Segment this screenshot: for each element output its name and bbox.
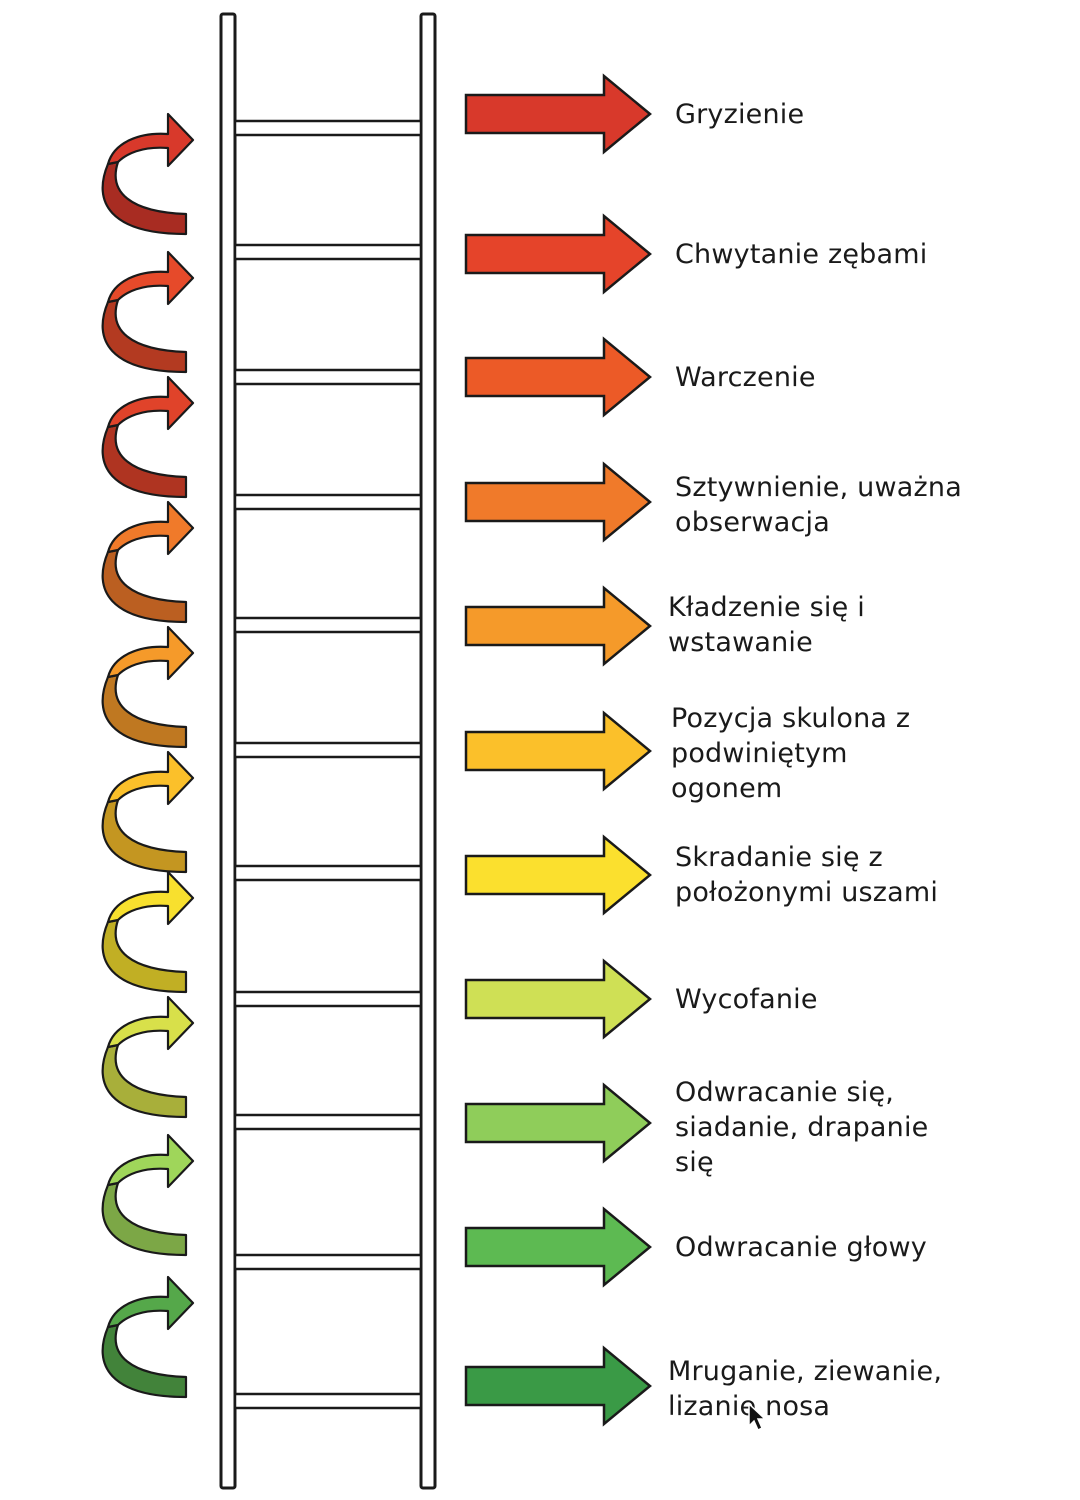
step-label-line: podwiniętym — [671, 738, 848, 769]
step-label: Skradanie się z położonymi uszami — [675, 840, 1075, 910]
step-arrow — [464, 213, 652, 295]
step-arrow — [464, 585, 652, 667]
ladder-rung — [233, 741, 423, 759]
ladder-rung — [233, 1392, 423, 1410]
curl-arrow-icon — [101, 500, 195, 624]
step-label-line: Chwytanie zębami — [675, 239, 928, 270]
step-arrow — [464, 710, 652, 792]
step-label-line: Skradanie się z — [675, 842, 883, 873]
step-label-line: Kładzenie się i — [668, 592, 865, 623]
ladder-rung — [233, 119, 423, 137]
curl-arrow-icon — [101, 375, 195, 499]
curl-arrow-icon — [101, 1133, 195, 1257]
step-label-line: ogonem — [671, 773, 783, 804]
curl-arrow-icon — [101, 1275, 195, 1399]
step-arrow — [464, 336, 652, 418]
step-label-line: Odwracanie się, — [675, 1077, 895, 1108]
step-label-line: wstawanie — [668, 627, 813, 658]
step-label: Wycofanie — [675, 982, 1075, 1017]
step-arrow — [464, 1082, 652, 1164]
ladder-rung — [233, 1253, 423, 1271]
ladder-rail-right — [419, 12, 437, 1490]
step-arrow — [464, 73, 652, 155]
mouse-cursor-icon — [748, 1402, 767, 1432]
ladder-rung — [233, 243, 423, 261]
curl-arrow-icon — [101, 870, 195, 994]
step-label: Odwracanie głowy — [675, 1230, 1075, 1265]
step-label-line: obserwacja — [675, 507, 830, 538]
ladder-rail-left — [219, 12, 237, 1490]
step-label-line: Wycofanie — [675, 984, 818, 1015]
ladder-rung — [233, 493, 423, 511]
curl-arrows — [101, 112, 195, 1399]
step-label-line: Odwracanie głowy — [675, 1232, 927, 1263]
curl-arrow-icon — [101, 995, 195, 1119]
step-label-line: położonymi uszami — [675, 877, 939, 908]
step-label-line: Pozycja skulona z — [671, 703, 911, 734]
step-label-line: lizanie nosa — [668, 1391, 831, 1422]
step-label: Gryzienie — [675, 97, 1075, 132]
curl-arrow-icon — [101, 250, 195, 374]
ladder-rung — [233, 368, 423, 386]
curl-arrow-icon — [101, 750, 195, 874]
ladder-rung — [233, 990, 423, 1008]
step-label-line: Gryzienie — [675, 99, 805, 130]
step-label: Pozycja skulona z podwiniętym ogonem — [671, 701, 1071, 806]
curl-arrow-icon — [101, 112, 195, 236]
step-label: Warczenie — [675, 360, 1075, 395]
ladder-rung — [233, 616, 423, 634]
ladder-rung — [233, 864, 423, 882]
step-arrow — [464, 1345, 652, 1427]
step-arrow — [464, 461, 652, 543]
step-label-line: Warczenie — [675, 362, 816, 393]
step-label: Kładzenie się i wstawanie — [668, 590, 1068, 660]
step-label: Mruganie, ziewanie, lizanie nosa — [668, 1354, 1068, 1424]
step-label: Chwytanie zębami — [675, 237, 1075, 272]
step-label-line: siadanie, drapanie — [675, 1112, 929, 1143]
step-label: Sztywnienie, uważna obserwacja — [675, 470, 1075, 540]
step-label-line: Sztywnienie, uważna — [675, 472, 962, 503]
curl-arrow-icon — [101, 625, 195, 749]
step-arrow — [464, 1206, 652, 1288]
step-arrow — [464, 834, 652, 916]
step-arrows — [464, 73, 652, 1427]
step-label-line: się — [675, 1147, 714, 1178]
step-label: Odwracanie się, siadanie, drapanie się — [675, 1075, 1075, 1180]
step-label-line: Mruganie, ziewanie, — [668, 1356, 943, 1387]
ladder — [219, 12, 437, 1490]
step-arrow — [464, 958, 652, 1040]
ladder-rung — [233, 1113, 423, 1131]
